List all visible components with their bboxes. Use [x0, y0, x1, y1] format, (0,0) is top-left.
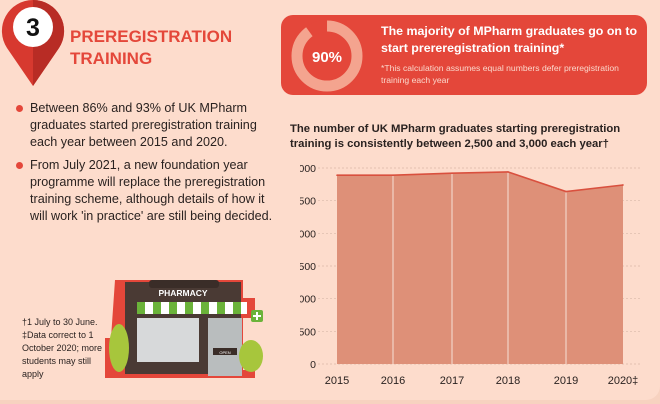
footnote: ‡Data correct to 1 October 2020; more st…	[22, 330, 103, 379]
percent-donut: 90%	[291, 20, 363, 92]
y-tick-label: 1,500	[300, 261, 316, 273]
bullet-list: Between 86% and 93% of UK MPharm graduat…	[14, 100, 274, 230]
map-pin-icon: 3	[1, 0, 65, 86]
title-line-2: TRAINING	[70, 49, 153, 68]
y-tick-label: 0	[310, 359, 316, 371]
data-point	[451, 172, 453, 175]
area-fill	[337, 171, 623, 364]
percent-label: 90%	[312, 49, 342, 66]
data-point	[392, 174, 394, 176]
callout-box: 90% The majority of MPharm graduates go …	[281, 15, 647, 95]
x-tick-label: 2018	[496, 375, 520, 387]
data-point	[622, 184, 624, 186]
x-tick-label: 2020‡	[608, 375, 639, 387]
y-tick-label: 2,500	[300, 196, 316, 208]
data-point	[507, 171, 509, 173]
section-number: 3	[26, 14, 40, 42]
bullet-item: From July 2021, a new foundation year pr…	[14, 157, 274, 226]
y-tick-label: 1,000	[300, 294, 316, 306]
x-tick-label: 2016	[381, 375, 405, 387]
callout-headline: The majority of MPharm graduates go on t…	[381, 24, 638, 55]
area-chart: 0 500 1,000 1,500 2,000 2,500 3,000 2015 2016 201…	[300, 163, 640, 387]
pharmacy-illustration: PHARMACY OPEN	[105, 280, 263, 378]
pharmacy-sign: PHARMACY	[158, 288, 207, 298]
chart-title: The number of UK MPharm graduates starti…	[290, 123, 621, 150]
footnotes: †1 July to 30 June. ‡Data correct to 1 O…	[22, 316, 112, 381]
x-tick-label: 2019	[554, 375, 578, 387]
footnote: †1 July to 30 June.	[22, 317, 98, 327]
section-title: PREREGISTRATION TRAINING	[70, 26, 232, 70]
door-sign: OPEN	[219, 350, 230, 355]
bullet-item: Between 86% and 93% of UK MPharm graduat…	[14, 100, 274, 152]
y-tick-label: 3,000	[300, 163, 316, 175]
title-line-1: PREREGISTRATION	[70, 27, 233, 46]
donut-arc	[291, 20, 363, 92]
data-point	[336, 174, 338, 176]
y-tick-label: 2,000	[300, 228, 316, 240]
callout-note: *This calculation assumes equal numbers …	[381, 63, 619, 85]
series-line	[337, 171, 624, 193]
x-tick-label: 2017	[440, 375, 464, 387]
x-tick-label: 2015	[325, 375, 349, 387]
y-tick-label: 500	[300, 326, 316, 338]
data-point	[565, 190, 567, 193]
